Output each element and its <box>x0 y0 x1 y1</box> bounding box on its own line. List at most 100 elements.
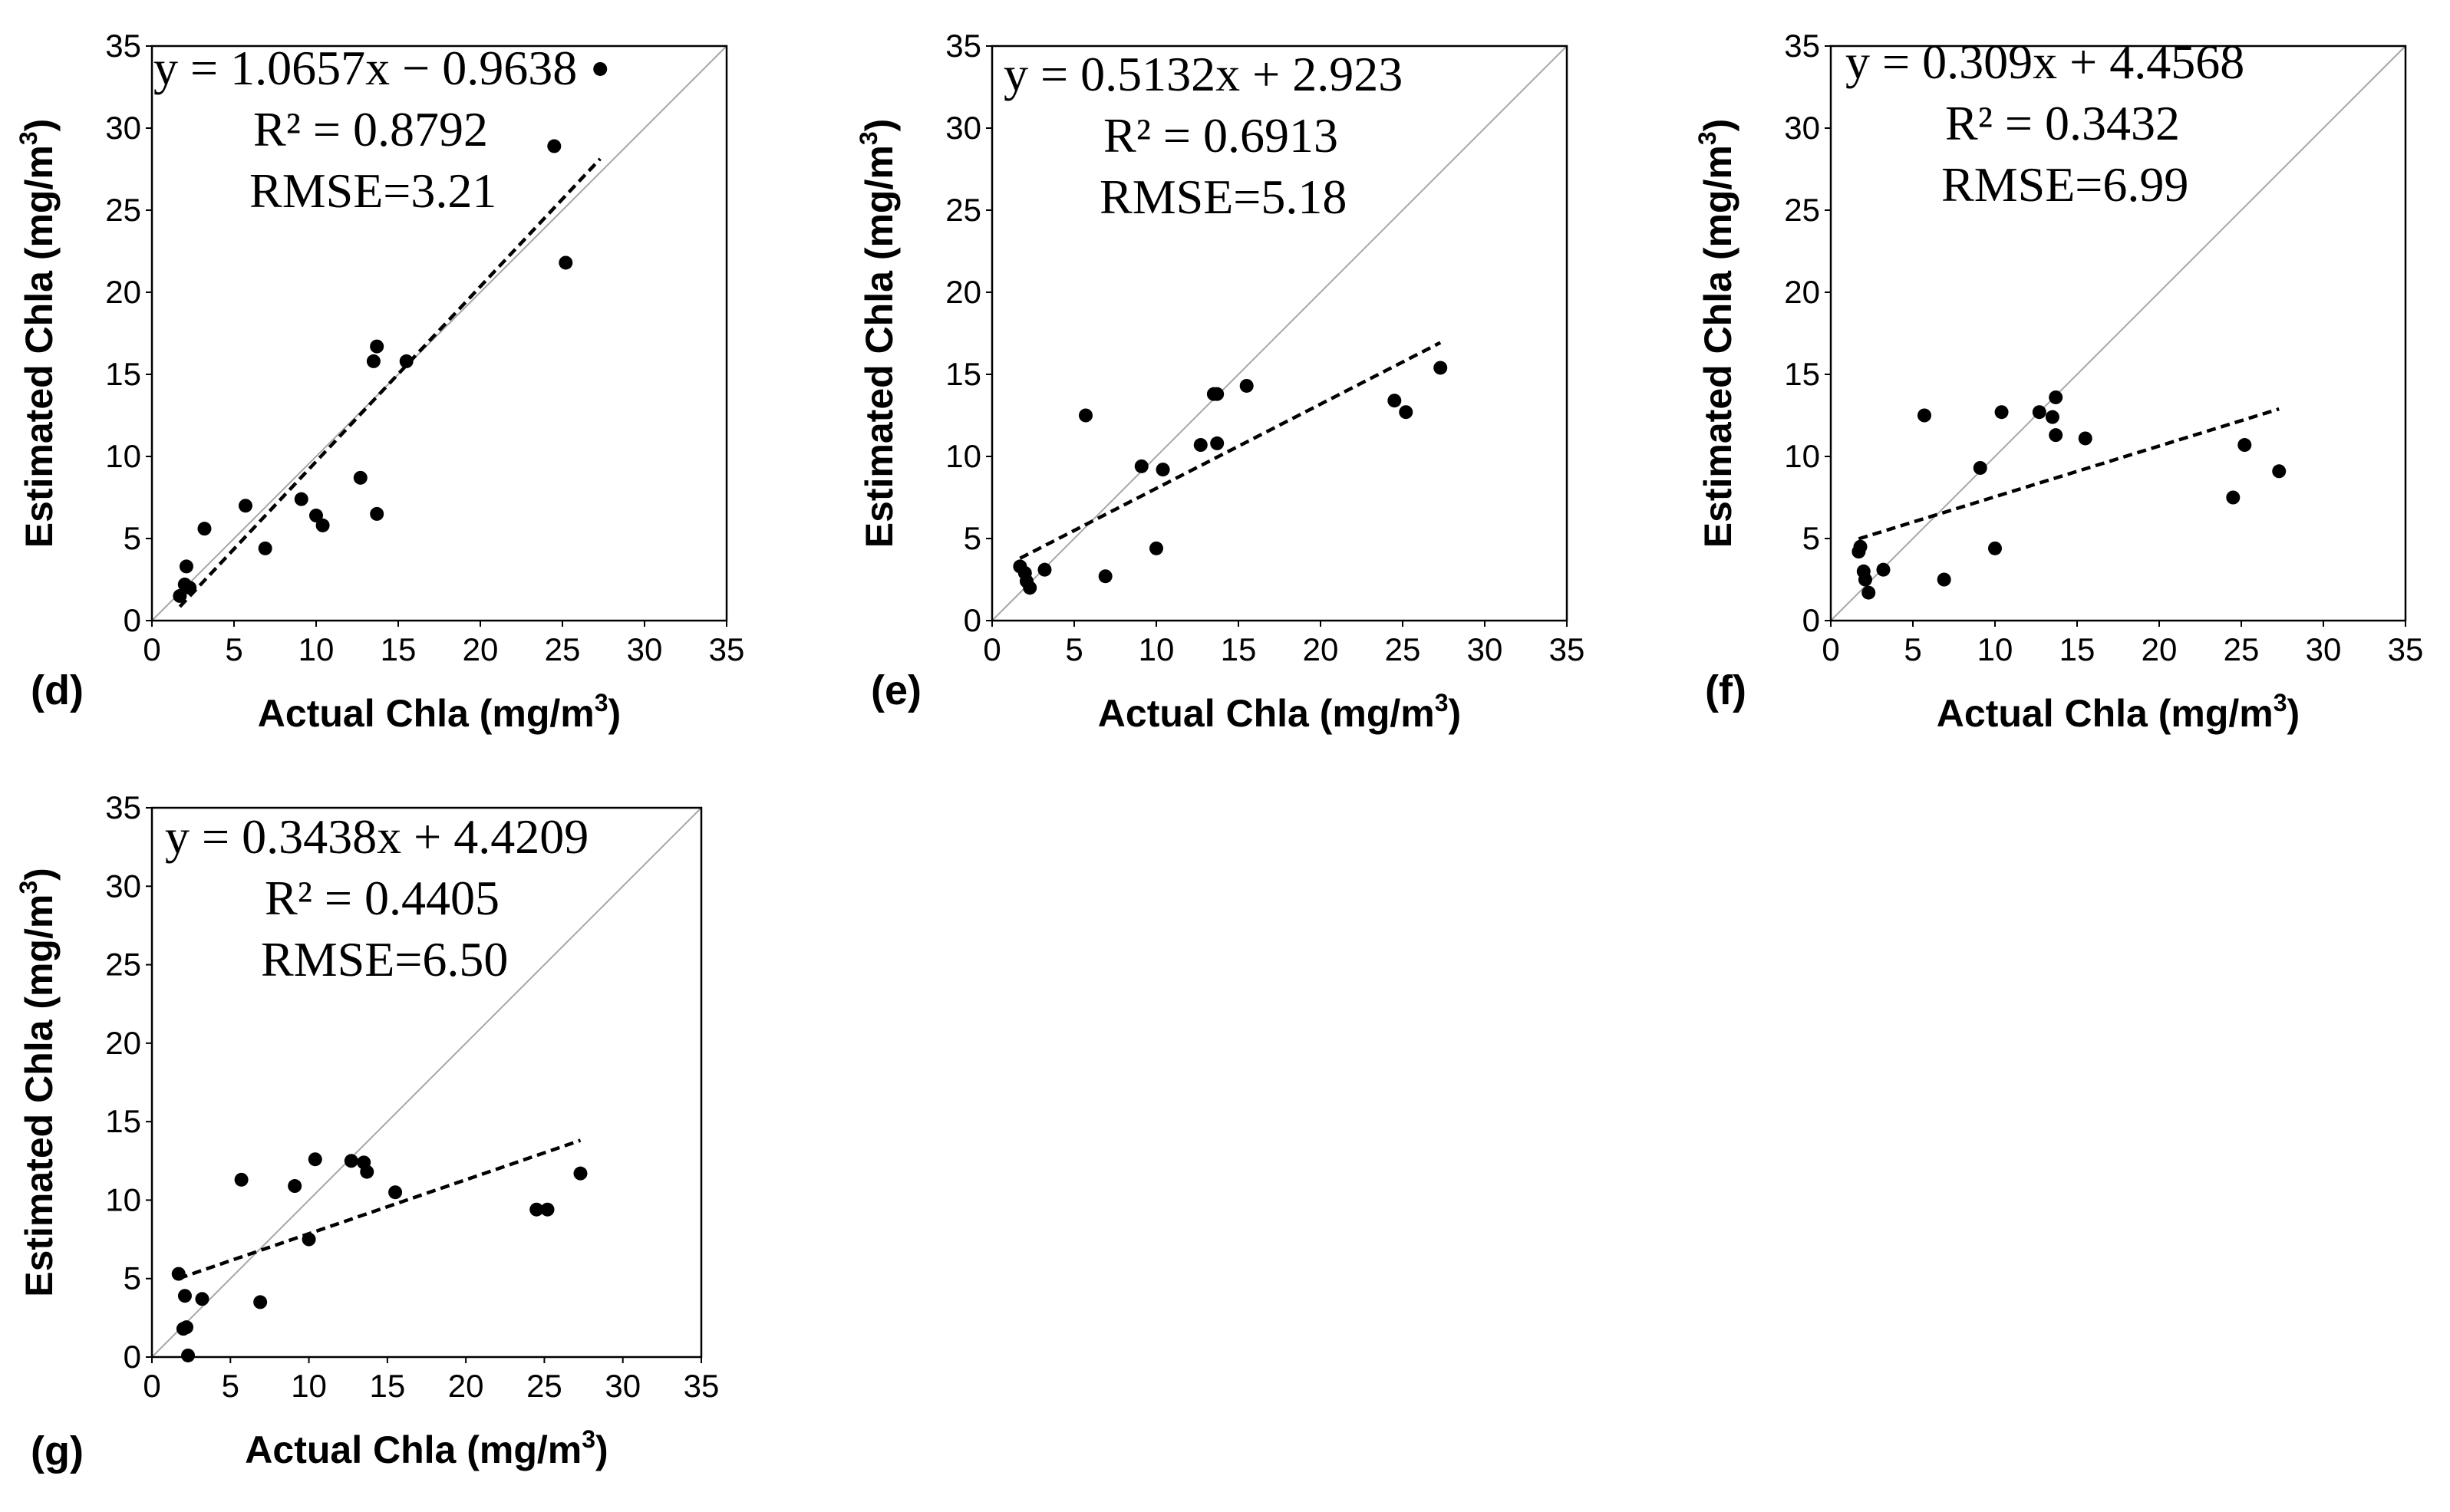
y-tick-label: 30 <box>105 868 141 904</box>
y-tick-label: 20 <box>105 274 141 310</box>
data-point <box>195 1292 209 1306</box>
regression-line <box>178 1138 582 1280</box>
regression-equation: y = 1.0657x − 0.9638 <box>153 41 577 95</box>
data-point <box>353 470 368 485</box>
y-tick-label: 5 <box>124 520 141 556</box>
data-point <box>2045 410 2059 424</box>
x-tick-label: 25 <box>545 631 581 667</box>
x-tick-label: 20 <box>2142 631 2178 667</box>
rmse-label: RMSE=3.21 <box>249 163 496 218</box>
y-tick-label: 25 <box>945 192 981 228</box>
data-point <box>1193 438 1208 453</box>
data-point <box>234 1172 249 1187</box>
data-point <box>388 1185 403 1200</box>
x-tick-label: 35 <box>2388 631 2424 667</box>
data-point <box>1037 562 1052 577</box>
data-point <box>1387 394 1402 408</box>
y-tick-label: 0 <box>124 1339 141 1375</box>
y-tick-label: 35 <box>1784 28 1820 64</box>
one-to-one-line <box>1830 45 2406 621</box>
x-tick-label: 5 <box>1904 631 1921 667</box>
data-point <box>288 1179 302 1194</box>
y-tick-label: 0 <box>964 602 981 638</box>
data-point <box>177 1289 192 1303</box>
regression-equation: y = 0.5132x + 2.923 <box>1004 47 1403 101</box>
data-point <box>1239 378 1254 393</box>
data-point <box>309 509 323 523</box>
r-squared-label: R² = 0.3432 <box>1945 96 2180 150</box>
data-point <box>573 1166 588 1181</box>
data-point <box>2226 490 2241 505</box>
x-tick-label: 35 <box>709 631 745 667</box>
data-point <box>308 1152 322 1167</box>
data-point <box>302 1232 316 1247</box>
x-tick-label: 5 <box>222 1368 239 1404</box>
data-point <box>238 499 252 513</box>
data-point <box>2049 390 2063 404</box>
x-tick-label: 35 <box>1549 631 1585 667</box>
r-squared-label: R² = 0.6913 <box>1103 108 1338 163</box>
y-tick-label: 30 <box>945 110 981 146</box>
y-tick-label: 15 <box>105 1103 141 1139</box>
y-tick-label: 10 <box>1784 438 1820 474</box>
x-tick-label: 15 <box>1221 631 1257 667</box>
x-tick-label: 5 <box>225 631 242 667</box>
y-tick-label: 25 <box>105 192 141 228</box>
data-point <box>1973 460 1987 475</box>
data-point <box>173 588 187 603</box>
data-point <box>2272 464 2287 479</box>
data-point <box>1134 459 1149 473</box>
y-tick-label: 10 <box>105 438 141 474</box>
x-tick-label: 15 <box>2059 631 2096 667</box>
data-point <box>1149 541 1163 555</box>
y-tick-label: 0 <box>124 602 141 638</box>
plot-frame <box>1829 44 2407 622</box>
data-point <box>1861 585 1876 600</box>
data-point <box>1853 539 1868 554</box>
data-point <box>559 255 573 270</box>
data-point <box>179 559 193 574</box>
x-tick-label: 20 <box>1303 631 1339 667</box>
data-point <box>366 354 381 368</box>
x-tick-label: 30 <box>605 1368 641 1404</box>
regression-line <box>1019 341 1442 560</box>
x-axis-label: Actual Chla (mg/m3) <box>1937 689 2300 735</box>
x-tick-label: 30 <box>1467 631 1503 667</box>
x-tick-label: 10 <box>1139 631 1175 667</box>
x-tick-label: 10 <box>298 631 335 667</box>
data-point <box>344 1154 358 1168</box>
regression-line <box>1858 407 2280 541</box>
data-point <box>399 354 414 368</box>
x-tick-label: 25 <box>2224 631 2260 667</box>
y-tick-label: 35 <box>945 28 981 64</box>
data-point <box>1156 463 1170 477</box>
r-squared-label: R² = 0.8792 <box>253 102 488 156</box>
plot-frame <box>150 806 703 1359</box>
chart-panel-d: 00 5 5 10 10 15 15 20 20 25 25 30 30 35 35 Actual Chla … <box>15 28 744 735</box>
data-point <box>1858 572 1872 587</box>
data-point <box>197 522 212 536</box>
data-point <box>370 506 384 521</box>
data-point <box>2049 428 2063 443</box>
r-squared-label: R² = 0.4405 <box>265 871 500 925</box>
x-axis-label: Actual Chla (mg/m3) <box>1098 689 1461 735</box>
data-point <box>1917 408 1931 423</box>
x-tick-label: 10 <box>291 1368 327 1404</box>
x-tick-label: 30 <box>2306 631 2342 667</box>
data-point <box>547 139 562 153</box>
panel-label: (d) <box>31 667 84 713</box>
y-tick-label: 10 <box>105 1181 141 1217</box>
data-point <box>2237 438 2252 453</box>
x-tick-label: 0 <box>143 631 160 667</box>
x-tick-label: 10 <box>1977 631 2013 667</box>
data-point <box>1399 405 1413 420</box>
y-tick-label: 25 <box>105 947 141 983</box>
x-tick-label: 0 <box>1822 631 1839 667</box>
data-point <box>370 339 384 354</box>
panel-label: (f) <box>1705 667 1746 713</box>
data-point <box>1988 541 2002 555</box>
data-point <box>529 1202 544 1217</box>
x-tick-label: 35 <box>684 1368 720 1404</box>
x-tick-label: 15 <box>369 1368 405 1404</box>
